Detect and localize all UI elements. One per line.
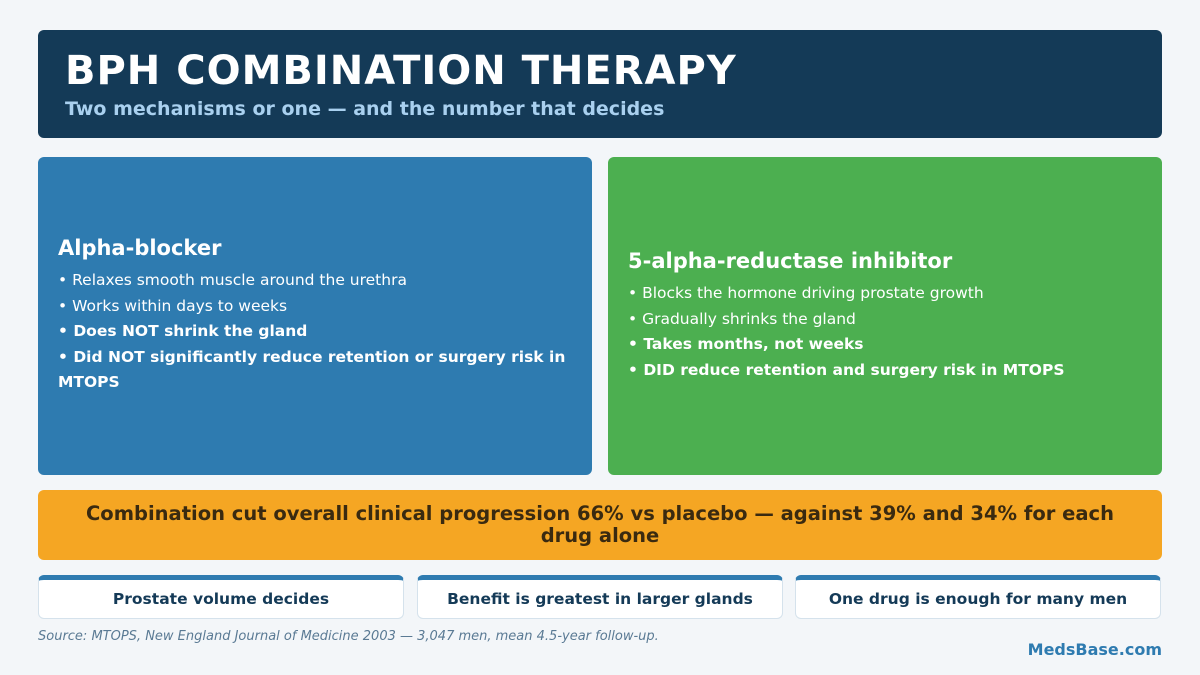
bullet: DID reduce retention and surgery risk in… [628,358,1142,384]
card: Alpha-blocker Relaxes smooth muscle aroun… [38,157,592,475]
header: BPH COMBINATION THERAPY Two mechanisms o… [38,30,1162,138]
card: 5-alpha-reductase inhibitor Blocks the ho… [608,157,1162,475]
bullet: Relaxes smooth muscle around the urethra [58,268,572,294]
card-title: Alpha-blocker [58,236,222,261]
bullet: Gradually shrinks the gland [628,307,1142,333]
bullet-list: Blocks the hormone driving prostate grow… [628,281,1142,383]
pill: One drug is enough for many men [795,575,1161,619]
bullet: Did NOT significantly reduce retention o… [58,345,572,396]
title: BPH COMBINATION THERAPY [65,48,737,94]
pill: Benefit is greatest in larger glands [417,575,783,619]
card-title: 5-alpha-reductase inhibitor [628,249,953,273]
banner: Combination cut overall clinical progres… [38,490,1162,560]
bullet-list: Relaxes smooth muscle around the urethra… [58,268,572,396]
brand: MedsBase.com [1027,640,1162,659]
subtitle: Two mechanisms or one — and the number t… [65,98,665,120]
bullet: Blocks the hormone driving prostate grow… [628,281,1142,307]
bullet: Does NOT shrink the gland [58,319,572,345]
bullet: Takes months, not weeks [628,332,1142,358]
bullet: Works within days to weeks [58,294,572,320]
source: Source: MTOPS, New England Journal of Me… [38,629,659,644]
pill: Prostate volume decides [38,575,404,619]
